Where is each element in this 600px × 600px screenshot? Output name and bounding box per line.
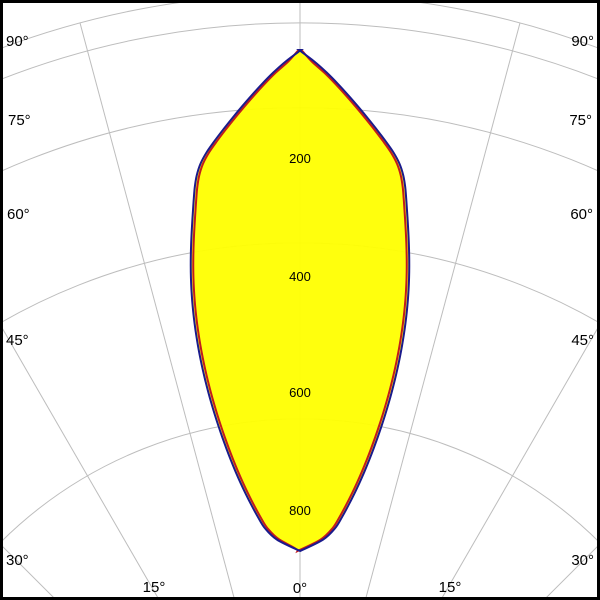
- svg-text:30°: 30°: [571, 552, 594, 569]
- svg-text:60°: 60°: [7, 206, 30, 223]
- svg-text:75°: 75°: [569, 112, 592, 129]
- svg-text:400: 400: [289, 269, 311, 284]
- svg-text:90°: 90°: [6, 33, 29, 50]
- svg-text:90°: 90°: [571, 33, 594, 50]
- svg-text:15°: 15°: [439, 579, 462, 596]
- svg-text:600: 600: [289, 385, 311, 400]
- svg-text:200: 200: [289, 151, 311, 166]
- svg-text:0°: 0°: [293, 580, 307, 597]
- svg-text:15°: 15°: [143, 579, 166, 596]
- svg-text:45°: 45°: [6, 332, 29, 349]
- svg-text:60°: 60°: [570, 206, 593, 223]
- svg-text:30°: 30°: [6, 552, 29, 569]
- svg-text:75°: 75°: [8, 112, 31, 129]
- svg-text:45°: 45°: [571, 332, 594, 349]
- svg-text:800: 800: [289, 503, 311, 518]
